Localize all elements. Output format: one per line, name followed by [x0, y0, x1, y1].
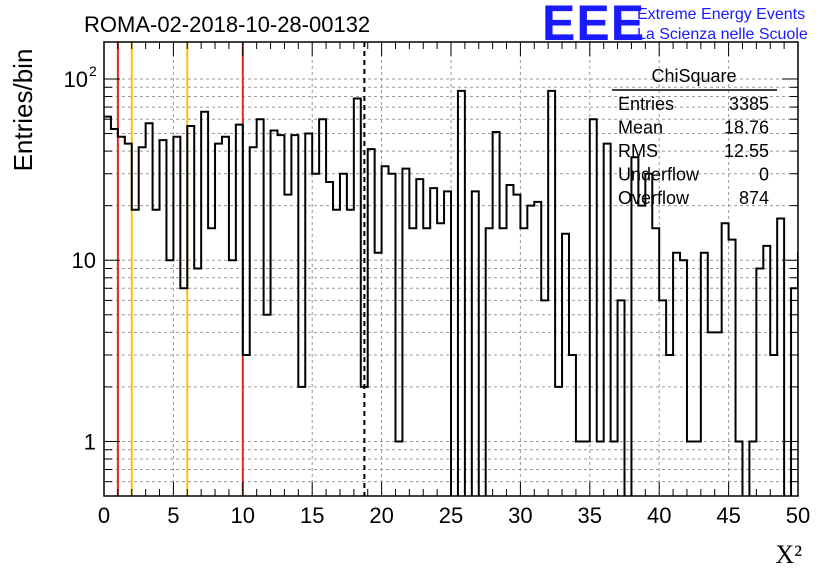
x-tick-label: 0 [98, 503, 110, 528]
x-tick-label: 20 [369, 503, 393, 528]
histogram-outline [104, 89, 798, 496]
stats-box: ChiSquare Entries 3385 Mean 18.76 RMS 12.55 Un… [612, 66, 777, 208]
x-tick-label: 50 [786, 503, 810, 528]
stats-row-label: Underflow [618, 165, 700, 185]
y-axis-label: Entries/bin [8, 49, 38, 172]
y-tick-label: 10 [72, 248, 96, 273]
stats-row-label: Entries [618, 94, 674, 114]
logo-line-2: La Scienza nelle Scuole [637, 26, 808, 43]
logo-line-1: Extreme Energy Events [637, 6, 805, 23]
stats-row-value: 874 [739, 188, 769, 208]
stats-row-value: 0 [759, 165, 769, 185]
stats-row-label: Mean [618, 118, 663, 138]
stats-row-value: 12.55 [724, 141, 769, 161]
x-tick-label: 40 [647, 503, 671, 528]
x-tick-label: 10 [231, 503, 255, 528]
stats-title: ChiSquare [651, 66, 736, 86]
stats-row-label: RMS [618, 141, 658, 161]
x-tick-label: 25 [439, 503, 463, 528]
stats-row-value: 3385 [729, 94, 769, 114]
stats-rows: Entries 3385 Mean 18.76 RMS 12.55 Underflow 0 Ov… [618, 94, 769, 208]
x-axis: 0 5 10 15 20 25 30 35 40 45 50 [98, 42, 810, 528]
x-tick-label: 30 [508, 503, 532, 528]
y-tick-label: 1 [84, 429, 96, 454]
x-tick-label: 5 [167, 503, 179, 528]
x-tick-label: 35 [578, 503, 602, 528]
x-tick-label: 15 [300, 503, 324, 528]
x-axis-label: X² [775, 540, 802, 569]
y-tick-label: 10 [64, 67, 88, 92]
stats-row-value: 18.76 [724, 118, 769, 138]
x-tick-label: 45 [716, 503, 740, 528]
stats-row-label: Overflow [618, 188, 690, 208]
run-title: ROMA-02-2018-10-28-00132 [84, 12, 370, 37]
eee-logo: EEE [542, 0, 645, 51]
y-tick-label-exponent: 2 [89, 63, 97, 79]
